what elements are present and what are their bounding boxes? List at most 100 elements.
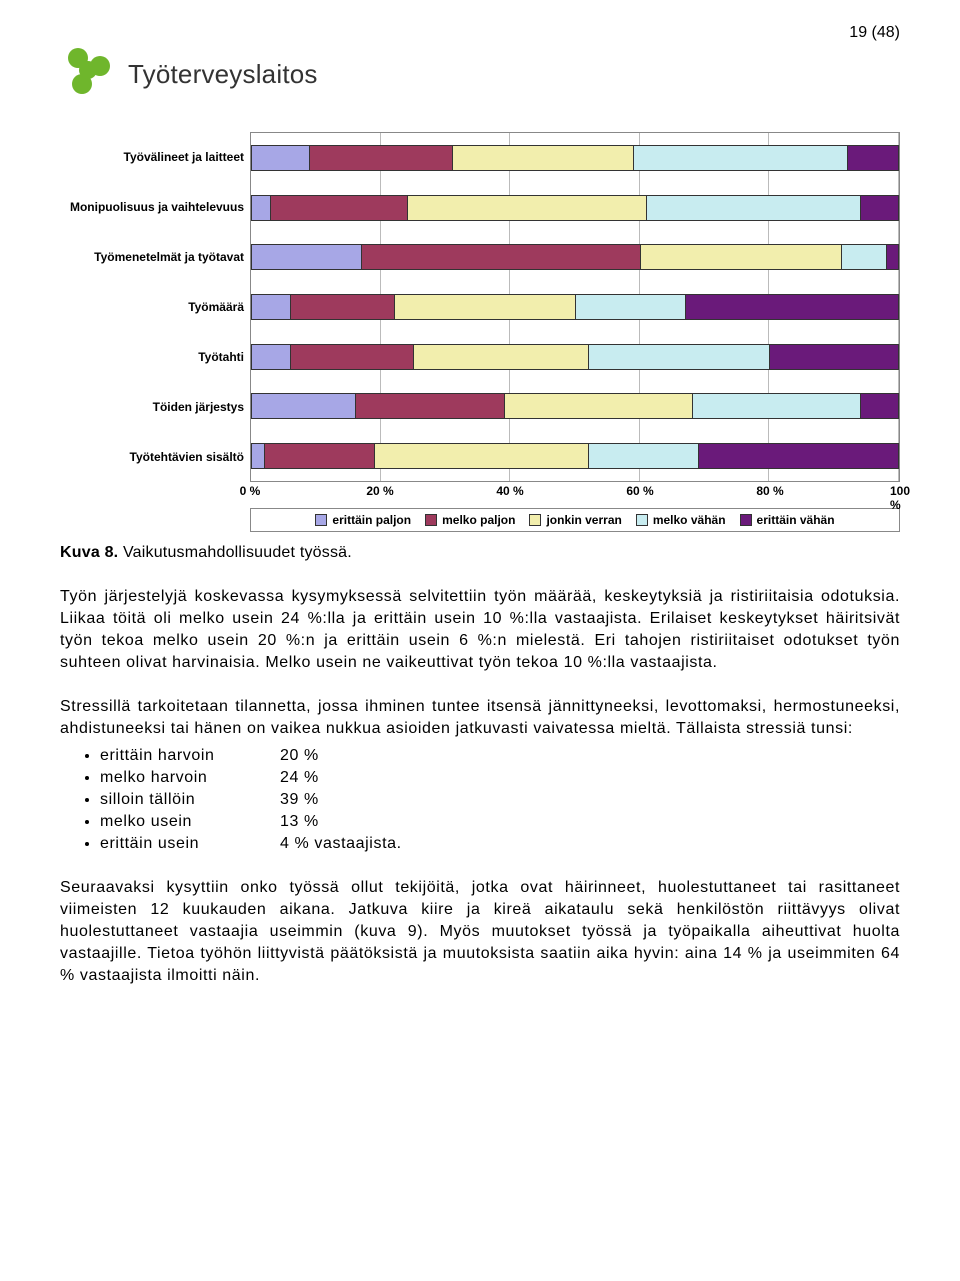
chart-bar-segment [251, 244, 361, 270]
legend-label: erittäin paljon [332, 513, 411, 527]
chart-bar-segment [290, 294, 394, 320]
chart-x-axis: 0 %20 %40 %60 %80 %100 % [250, 482, 900, 502]
logo-icon [60, 46, 116, 102]
chart-bar-segment [270, 195, 406, 221]
chart-bar-segment [407, 195, 647, 221]
chart-bar-segment [413, 344, 588, 370]
bullet-label: erittäin usein [100, 833, 280, 855]
chart-bar-segment [504, 393, 692, 419]
bullet-label: melko usein [100, 811, 280, 833]
legend-item: erittäin vähän [740, 513, 835, 527]
chart-bar-segment [394, 294, 575, 320]
legend-swatch [529, 514, 541, 526]
chart-bar-row [251, 282, 899, 332]
bullet-value: 4 % vastaajista. [280, 833, 402, 855]
chart-bar-segment [769, 344, 899, 370]
chart-bar-segment [860, 195, 899, 221]
figure-caption: Kuva 8. Vaikutusmahdollisuudet työssä. [60, 542, 900, 564]
bullet-label: melko harvoin [100, 767, 280, 789]
chart-bar-segment [251, 393, 355, 419]
chart-bar-segment [452, 145, 633, 171]
chart-y-label: Työvälineet ja laitteet [50, 132, 250, 182]
chart-x-tick: 60 % [626, 484, 653, 498]
logo-text: Työterveyslaitos [128, 59, 318, 90]
chart-bar-row [251, 133, 899, 183]
chart-y-label: Työmenetelmät ja työtavat [50, 232, 250, 282]
chart-bar-segment [251, 443, 264, 469]
chart-bar-segment [251, 145, 309, 171]
chart-y-label: Monipuolisuus ja vaihtelevuus [50, 182, 250, 232]
chart-bar-segment [633, 145, 847, 171]
chart-bar-segment [860, 393, 899, 419]
bullet-label: silloin tällöin [100, 789, 280, 811]
chart-x-tick: 40 % [496, 484, 523, 498]
legend-item: jonkin verran [529, 513, 621, 527]
chart-bar-segment [847, 145, 899, 171]
chart-plot-area [250, 132, 900, 482]
chart-bar-row [251, 382, 899, 432]
legend-swatch [740, 514, 752, 526]
chart-bar-row [251, 232, 899, 282]
chart-bar [251, 344, 899, 370]
chart-x-tick: 80 % [756, 484, 783, 498]
chart-bar [251, 145, 899, 171]
legend-swatch [315, 514, 327, 526]
chart-bar-row [251, 332, 899, 382]
list-item: erittäin harvoin20 % [100, 745, 900, 767]
influence-chart: Työvälineet ja laitteetMonipuolisuus ja … [50, 132, 900, 532]
bullet-value: 13 % [280, 811, 319, 833]
chart-bar-segment [698, 443, 899, 469]
list-item: erittäin usein 4 % vastaajista. [100, 833, 900, 855]
chart-bar-segment [290, 344, 413, 370]
bullet-label: erittäin harvoin [100, 745, 280, 767]
legend-item: melko paljon [425, 513, 515, 527]
legend-label: erittäin vähän [757, 513, 835, 527]
legend-item: erittäin paljon [315, 513, 411, 527]
chart-bar-segment [841, 244, 886, 270]
bullet-value: 24 % [280, 767, 319, 789]
chart-bar-segment [355, 393, 504, 419]
paragraph-1: Työn järjestelyjä koskevassa kysymyksess… [60, 586, 900, 674]
stress-bullet-list: erittäin harvoin20 %melko harvoin24 %sil… [60, 745, 900, 855]
chart-bar-segment [685, 294, 899, 320]
chart-y-label: Työtehtävien sisältö [50, 432, 250, 482]
legend-swatch [425, 514, 437, 526]
legend-swatch [636, 514, 648, 526]
chart-bar [251, 195, 899, 221]
legend-label: melko paljon [442, 513, 515, 527]
figure-caption-label: Kuva 8. [60, 544, 118, 561]
legend-label: jonkin verran [546, 513, 621, 527]
chart-x-tick: 20 % [366, 484, 393, 498]
chart-y-labels: Työvälineet ja laitteetMonipuolisuus ja … [50, 132, 250, 482]
list-item: melko harvoin24 % [100, 767, 900, 789]
chart-bar-segment [251, 294, 290, 320]
chart-bar-segment [251, 195, 270, 221]
chart-bar [251, 244, 899, 270]
chart-y-label: Töiden järjestys [50, 382, 250, 432]
chart-y-label: Työtahti [50, 332, 250, 382]
paragraph-3: Seuraavaksi kysyttiin onko työssä ollut … [60, 877, 900, 987]
chart-bar-segment [646, 195, 860, 221]
chart-bar-segment [588, 344, 769, 370]
chart-bar-segment [692, 393, 860, 419]
chart-bar-segment [251, 344, 290, 370]
logo: Työterveyslaitos [60, 46, 900, 102]
chart-y-label: Työmäärä [50, 282, 250, 332]
chart-bar-segment [886, 244, 899, 270]
chart-legend: erittäin paljon melko paljon jonkin verran… [250, 508, 900, 532]
chart-bar-segment [374, 443, 588, 469]
list-item: silloin tällöin39 % [100, 789, 900, 811]
chart-bar-segment [309, 145, 452, 171]
legend-label: melko vähän [653, 513, 726, 527]
list-item: melko usein13 % [100, 811, 900, 833]
bullet-value: 39 % [280, 789, 319, 811]
chart-x-tick: 100 % [890, 484, 910, 512]
chart-bar [251, 443, 899, 469]
legend-item: melko vähän [636, 513, 726, 527]
paragraph-2-intro: Stressillä tarkoitetaan tilannetta, joss… [60, 696, 900, 740]
chart-bar-segment [575, 294, 685, 320]
figure-caption-text: Vaikutusmahdollisuudet työssä. [118, 544, 352, 561]
chart-x-tick: 0 % [240, 484, 261, 498]
chart-bar-segment [264, 443, 374, 469]
chart-bar [251, 393, 899, 419]
